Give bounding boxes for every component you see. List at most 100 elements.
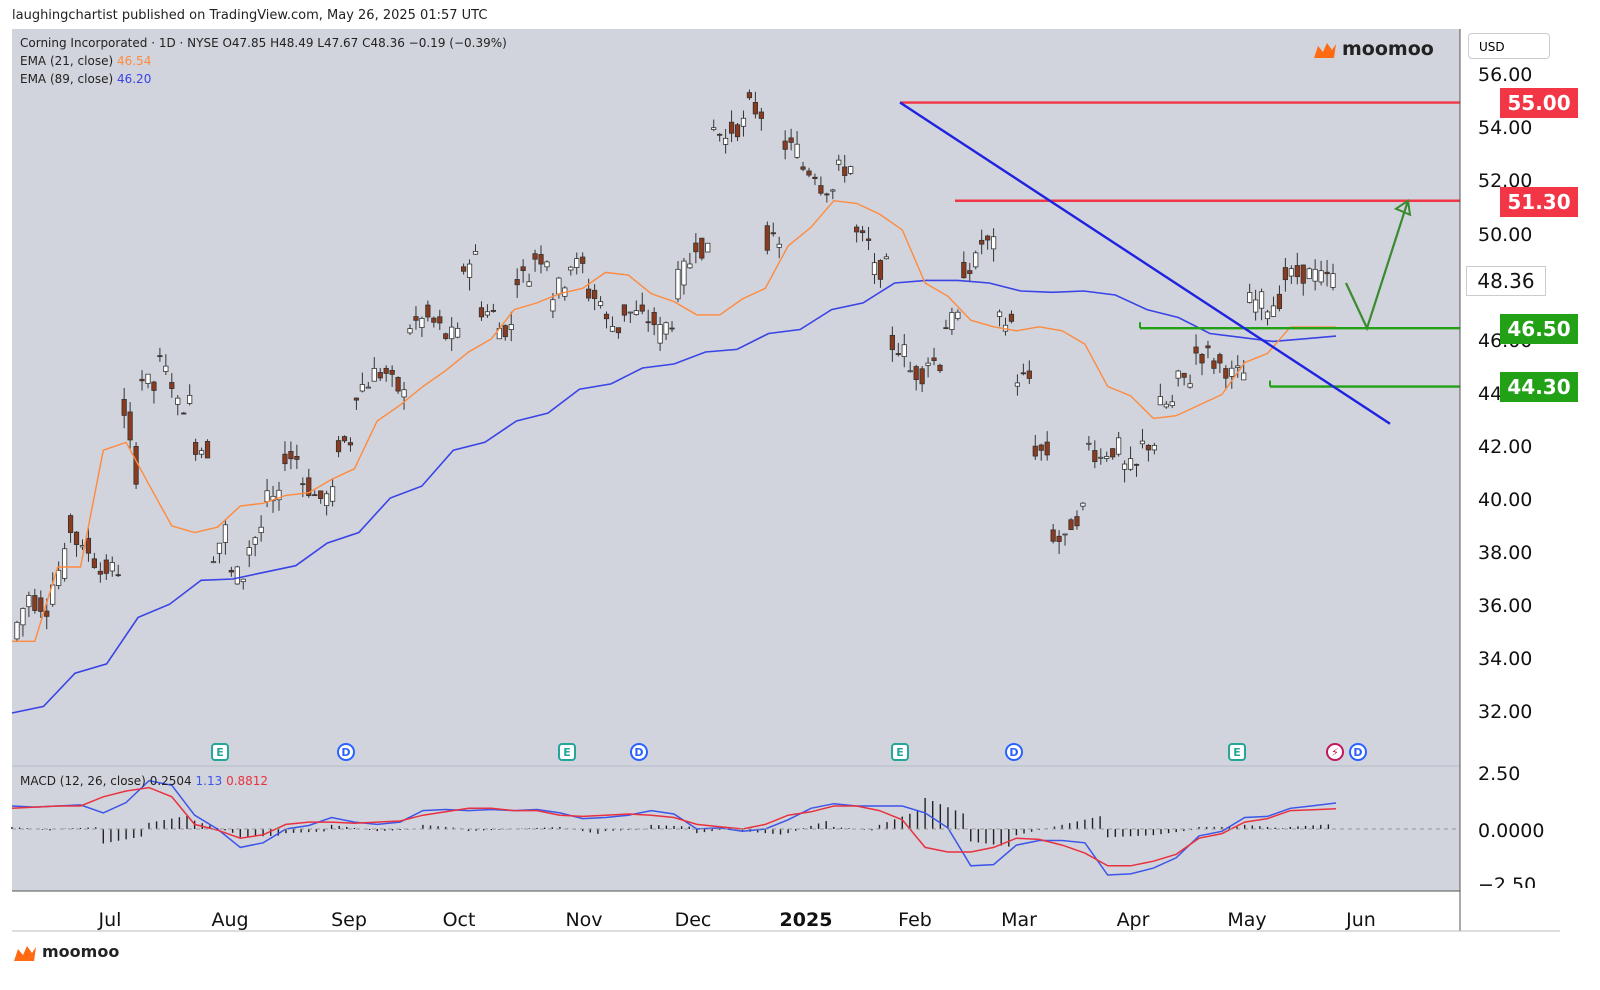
candle-body: [145, 373, 151, 384]
candle-body: [752, 101, 758, 115]
candle-body: [1235, 365, 1241, 368]
candle-body: [1008, 313, 1015, 322]
candle-body: [544, 261, 550, 268]
candle-body: [746, 92, 753, 99]
horizontal-levels[interactable]: [900, 101, 1460, 388]
candle-body: [109, 562, 115, 572]
candle-body: [1276, 293, 1283, 309]
candle-body: [97, 570, 103, 575]
candle-body: [854, 226, 860, 233]
year-label: 2025: [779, 909, 833, 931]
candle-body: [300, 483, 306, 486]
candle-body: [848, 166, 854, 174]
candle-body: [508, 324, 514, 330]
ema89-legend[interactable]: EMA (89, close) 46.20: [20, 72, 151, 86]
candle-body: [806, 170, 812, 176]
candle-body: [592, 289, 598, 300]
earnings-event-icon[interactable]: E: [558, 743, 576, 761]
candle-body: [818, 185, 824, 194]
month-label: Jun: [1346, 909, 1376, 931]
candle-body: [913, 366, 919, 380]
dividend-event-icon[interactable]: D: [1005, 743, 1023, 761]
candle-body: [306, 477, 312, 497]
brand-name-top: moomoo: [1342, 38, 1434, 60]
candle-body: [1318, 270, 1324, 283]
candle-body: [877, 260, 884, 280]
dividend-event-icon[interactable]: D: [630, 743, 648, 761]
candle-body: [574, 258, 580, 268]
candle-body: [538, 254, 544, 265]
candle-body: [121, 398, 127, 416]
candle-body: [151, 381, 157, 391]
candle-body: [425, 304, 431, 318]
earnings-event-icon[interactable]: E: [891, 743, 909, 761]
candle-body: [276, 489, 282, 501]
candle-body: [234, 566, 240, 585]
dividend-event-icon[interactable]: D: [337, 743, 355, 761]
candle-body: [526, 281, 532, 287]
ema21-legend[interactable]: EMA (21, close) 46.54: [20, 54, 151, 68]
candle-body: [1092, 450, 1098, 463]
candle-body: [449, 326, 455, 340]
candle-body: [133, 446, 139, 485]
candle-body: [597, 301, 604, 306]
level-tag-46-50[interactable]: 46.50: [1500, 314, 1578, 344]
level-tag-51-30[interactable]: 51.30: [1500, 187, 1578, 217]
candle-body: [937, 364, 943, 372]
price-tick: 34.00: [1478, 648, 1533, 670]
candle-body: [472, 251, 479, 255]
candle-body: [901, 344, 907, 357]
level-tag-44-30[interactable]: 44.30: [1500, 372, 1578, 402]
projection-arrow[interactable]: [1345, 200, 1410, 332]
macd-legend-label: MACD (12, 26, close): [20, 774, 146, 788]
candle-body: [824, 193, 830, 196]
candle-body: [14, 621, 20, 640]
candle-body: [1062, 533, 1068, 536]
candle-body: [62, 548, 68, 579]
candle-body: [568, 266, 574, 271]
symbol-legend[interactable]: Corning Incorporated · 1D · NYSE O47.85 …: [20, 36, 507, 50]
last-price-tag: 48.36: [1466, 266, 1546, 296]
candle-body: [1229, 367, 1235, 377]
candle-body: [1324, 271, 1330, 275]
candle-body: [1223, 368, 1229, 379]
ema89-legend-label: EMA (89, close): [20, 72, 114, 86]
candle-body: [85, 537, 92, 554]
trendline[interactable]: [899, 101, 1391, 425]
candle-body: [1098, 456, 1104, 459]
earnings-event-icon[interactable]: E: [1228, 743, 1246, 761]
projection-arrowhead: [1393, 199, 1412, 217]
candle-body: [1044, 441, 1050, 456]
month-label: Nov: [565, 909, 603, 931]
candle-body: [246, 547, 252, 556]
candle-body: [419, 317, 425, 328]
dividend-event-icon[interactable]: D: [1349, 743, 1367, 761]
candle-body: [139, 378, 145, 382]
macd-legend[interactable]: MACD (12, 26, close) 0.2504 1.13 0.8812: [20, 774, 268, 788]
split-event-icon[interactable]: ⚡: [1326, 743, 1344, 761]
candle-body: [67, 515, 74, 533]
candle-body: [925, 362, 931, 366]
candle-body: [842, 166, 848, 176]
macd-hist-value: 0.2504: [149, 774, 192, 788]
currency-selector[interactable]: USD: [1468, 33, 1550, 59]
candle-body: [627, 311, 633, 314]
candle-body: [705, 242, 711, 253]
candle-body: [776, 243, 782, 248]
candle-body: [282, 453, 288, 465]
level-tag-55[interactable]: 55.00: [1500, 88, 1578, 118]
candle-body: [288, 451, 294, 460]
candle-body: [187, 395, 193, 404]
candle-body: [1139, 440, 1146, 445]
price-candles: [14, 89, 1336, 643]
earnings-event-icon[interactable]: E: [211, 743, 229, 761]
candle-body: [889, 334, 895, 351]
candle-body: [669, 327, 675, 330]
candle-body: [764, 225, 770, 251]
ema21-legend-value: 46.54: [116, 54, 152, 68]
candle-body: [681, 260, 687, 286]
candle-body: [788, 137, 794, 143]
moomoo-bull-icon: [14, 945, 36, 961]
candle-body: [193, 442, 199, 455]
